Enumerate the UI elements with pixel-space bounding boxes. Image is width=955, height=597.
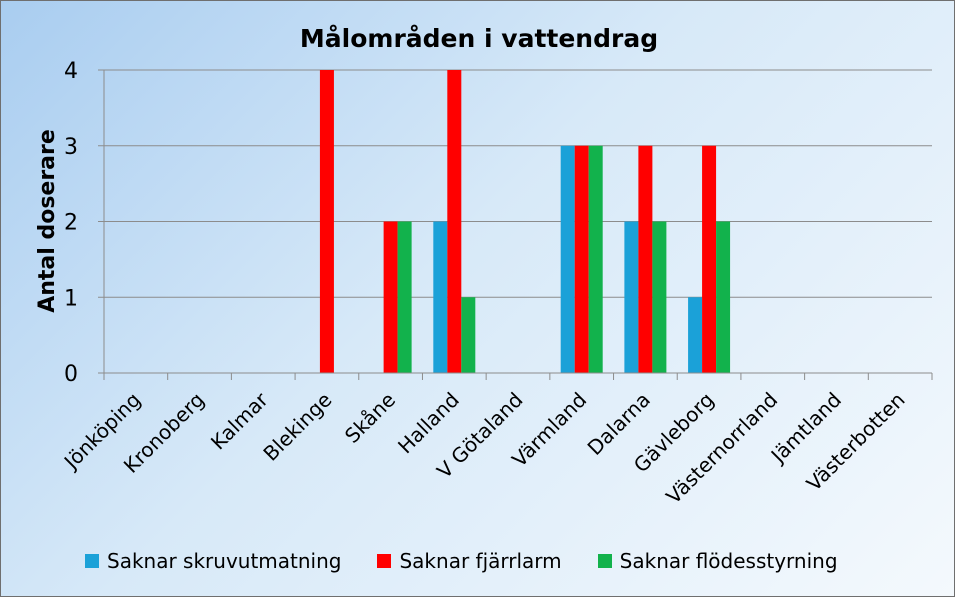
bar-0-7	[560, 145, 575, 373]
bar-0-9	[688, 297, 703, 373]
legend-swatch-skruvutmatning	[85, 554, 99, 568]
y-tick-labels: 0 1 2 3 4	[64, 59, 78, 387]
bar-2-5	[461, 297, 476, 373]
bar-2-4	[397, 221, 412, 373]
legend-item-fjarrlarm: Saknar fjärrlarm	[377, 549, 562, 573]
bar-0-8	[624, 221, 639, 373]
bar-1-8	[638, 145, 653, 373]
x-tick-label-10: Västernorrland	[661, 388, 782, 509]
chart-title: Målområden i vattendrag	[300, 24, 658, 53]
y-tick-label-4: 4	[64, 59, 78, 84]
bars	[319, 70, 731, 373]
bar-2-7	[588, 145, 603, 373]
y-tick-label-1: 1	[64, 286, 78, 311]
bar-1-4	[383, 221, 398, 373]
bar-1-3	[319, 70, 334, 373]
x-tick-label-3: Blekinge	[258, 388, 336, 466]
legend: Saknar skruvutmatning Saknar fjärrlarm S…	[85, 549, 838, 573]
legend-label-flodesstyrning: Saknar flödesstyrning	[619, 549, 838, 573]
bar-2-9	[716, 221, 731, 373]
bar-1-9	[702, 145, 717, 373]
x-tick-label-4: Skåne	[340, 388, 400, 448]
legend-label-fjarrlarm: Saknar fjärrlarm	[399, 549, 562, 573]
legend-item-skruvutmatning: Saknar skruvutmatning	[85, 549, 341, 573]
legend-swatch-fjarrlarm	[377, 554, 392, 568]
y-tick-label-2: 2	[64, 211, 78, 236]
axes	[98, 69, 933, 380]
y-axis-label: Antal doserare	[35, 129, 60, 313]
legend-item-flodesstyrning: Saknar flödesstyrning	[597, 549, 838, 573]
grid-lines	[104, 69, 932, 298]
bar-2-8	[652, 221, 667, 373]
bar-1-5	[447, 70, 462, 373]
legend-swatch-flodesstyrning	[597, 554, 612, 568]
y-tick-label-3: 3	[64, 135, 78, 160]
bar-0-5	[433, 221, 448, 373]
y-tick-label-0: 0	[64, 362, 78, 387]
legend-label-skruvutmatning: Saknar skruvutmatning	[107, 549, 342, 573]
bar-1-7	[574, 145, 589, 373]
